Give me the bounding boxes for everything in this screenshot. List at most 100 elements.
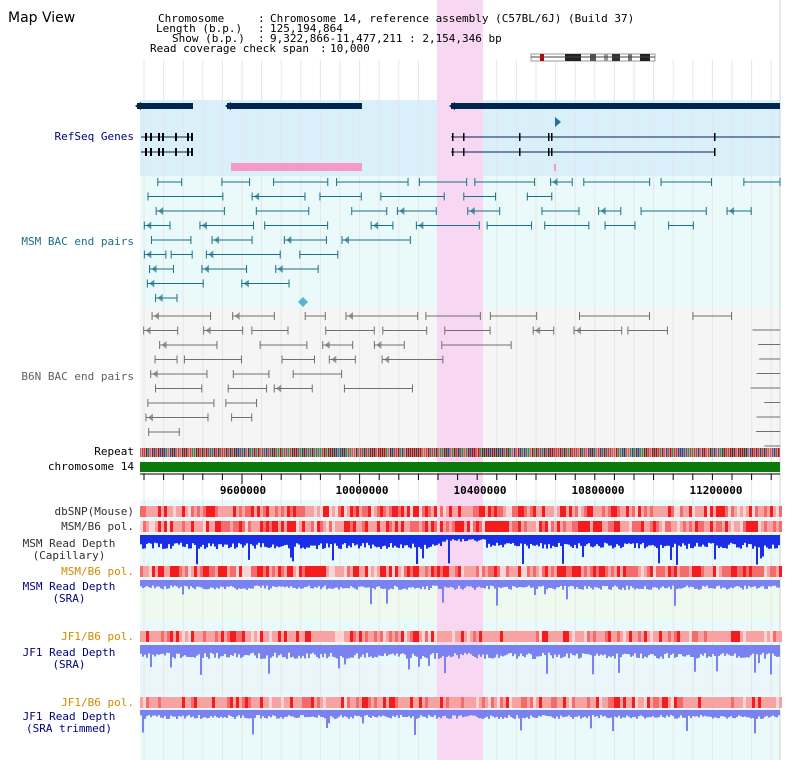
dbsnp-strip (710, 506, 713, 517)
msm-depth-cap-bar (550, 535, 552, 549)
repeat-element (262, 448, 264, 457)
jf1-pol-label[interactable]: JF1/B6 pol. (61, 630, 134, 643)
jf1-pol2-strip (542, 697, 545, 708)
msm-pol2-strip (626, 566, 629, 577)
jf1-trim-bar (674, 710, 676, 719)
repeat-element (606, 448, 608, 457)
refseq-genes-label[interactable]: RefSeq Genes (54, 130, 134, 143)
msm-pol-strip (323, 521, 326, 532)
msm-depth-sra-label[interactable]: MSM Read Depth (SRA) (22, 580, 116, 605)
msm-depth-sra-bar (688, 580, 690, 588)
jf1-trim-bar (214, 710, 216, 716)
dbsnp-strip (551, 506, 554, 517)
jf1-trim-bar (206, 710, 208, 719)
jf1-pol2-strip (728, 697, 731, 708)
repeat-element (488, 448, 490, 457)
jf1-pol2-strip (563, 697, 566, 708)
jf1-trim-bar (210, 710, 212, 717)
dbsnp-strip (512, 506, 515, 517)
jf1-pol2-strip (356, 697, 359, 708)
length-key: Length (b.p.) (156, 22, 243, 35)
jf1-trim-bar (220, 710, 222, 717)
jf1-pol-strip (272, 631, 275, 642)
msm-depth-sra-bar (258, 580, 260, 587)
repeat-element (310, 448, 312, 457)
msm-pol-strip (164, 521, 167, 532)
jf1-trim-bar (334, 710, 336, 719)
jf1-trim-bar (452, 710, 454, 716)
msm-pol2-strip (179, 566, 182, 577)
msm-pol-strip (491, 521, 494, 532)
msm-depth-cap-bar (500, 535, 502, 545)
jf1-depth-bar (204, 645, 206, 654)
jf1-pol2-strip (143, 697, 146, 708)
jf1-pol-strip (617, 631, 620, 642)
msm-pol2-strip (503, 566, 506, 577)
msm-depth-sra-bar (270, 580, 272, 589)
jf1-depth-bar (684, 645, 686, 657)
msm-depth-sra-bar (504, 580, 506, 587)
exon (187, 148, 189, 156)
msm-depth-sra-bar (536, 580, 538, 590)
msm-depth-sra-bar (264, 580, 266, 589)
msm-depth-cap-bar (632, 535, 634, 544)
msm-depth-cap-bar (364, 535, 366, 548)
dbsnp-strip (755, 506, 758, 517)
msm-pol2-strip (770, 566, 773, 577)
repeat-element (290, 448, 292, 457)
msm-pol-strip (740, 521, 743, 532)
jf1-trim-bar (696, 710, 698, 717)
msm-depth-cap-bar (740, 535, 742, 549)
msm-depth-sra-bar (518, 580, 520, 588)
jf1-depth-bar (708, 645, 710, 657)
msm-depth-sra-bar (272, 580, 274, 587)
dbsnp-label[interactable]: dbSNP(Mouse) (54, 505, 134, 518)
jf1-depth-label[interactable]: JF1 Read Depth (SRA) (22, 646, 116, 671)
jf1-trim-bar (688, 710, 690, 716)
jf1-pol2-strip (212, 697, 215, 708)
repeat-element (246, 448, 248, 457)
msm-depth-cap-bar (290, 535, 292, 558)
dbsnp-strip (242, 506, 245, 517)
jf1-trim-bar (176, 710, 178, 719)
msm-depth-sra-bar (426, 580, 428, 587)
dbsnp-strip (332, 506, 335, 517)
repeat-label[interactable]: Repeat (94, 445, 134, 458)
msm-pol-strip (668, 521, 671, 532)
jf1-pol-strip (494, 631, 497, 642)
repeat-element (758, 448, 760, 457)
jf1-depth-bar (468, 645, 470, 653)
repeat-element (604, 448, 606, 457)
repeat-element (172, 448, 174, 457)
msm-pol-strip (443, 521, 446, 532)
repeat-element (238, 448, 240, 457)
repeat-element (410, 448, 412, 457)
msm-depth-cap-label[interactable]: MSM Read Depth (Capillary) (22, 537, 116, 562)
jf1-depth-bar (602, 645, 604, 656)
dbsnp-strip (560, 506, 563, 517)
msm-depth-cap-bar (672, 535, 674, 548)
msm-pol2-label[interactable]: MSM/B6 pol. (61, 565, 134, 578)
jf1-trim-label[interactable]: JF1 Read Depth (SRA trimmed) (22, 710, 116, 735)
msm-pol2-strip (299, 566, 302, 577)
dbsnp-strip (524, 506, 527, 517)
repeat-element (424, 448, 426, 457)
jf1-trim-bar (298, 710, 300, 718)
jf1-depth-bar (576, 645, 578, 654)
jf1-depth-bar (454, 645, 456, 654)
msm-pol-strip (272, 521, 275, 532)
b6n-bac-label[interactable]: B6N BAC end pairs (21, 370, 134, 383)
msm-pol-strip (155, 521, 158, 532)
msm-pol2-strip (449, 566, 452, 577)
msm-bac-label[interactable]: MSM BAC end pairs (21, 235, 134, 248)
axis-tick-label: 9600000 (219, 484, 267, 497)
msm-depth-sra-bar (460, 580, 462, 589)
jf1-trim-bar (322, 710, 324, 718)
b6n-bac-pair-end (535, 326, 541, 335)
jf1-depth-bar (566, 645, 568, 654)
jf1-depth-bar (474, 645, 476, 658)
jf1-pol2-label[interactable]: JF1/B6 pol. (61, 696, 134, 709)
msm-pol-strip (473, 521, 476, 532)
msm-pol-label[interactable]: MSM/B6 pol. (61, 520, 134, 533)
